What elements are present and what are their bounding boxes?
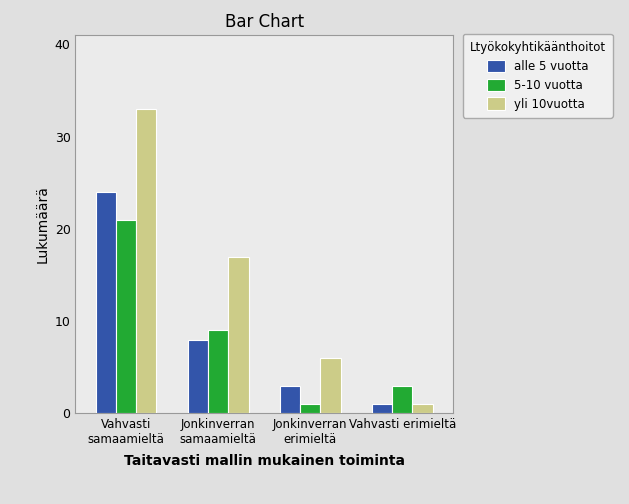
Bar: [392, 386, 413, 413]
Bar: [96, 192, 116, 413]
Y-axis label: Lukumäärä: Lukumäärä: [35, 185, 49, 263]
Bar: [413, 404, 433, 413]
Bar: [116, 220, 136, 413]
Title: Bar Chart: Bar Chart: [225, 13, 304, 31]
Bar: [280, 386, 300, 413]
Bar: [300, 404, 320, 413]
Bar: [228, 257, 248, 413]
Bar: [136, 109, 157, 413]
Bar: [188, 340, 208, 413]
X-axis label: Taitavasti mallin mukainen toiminta: Taitavasti mallin mukainen toiminta: [124, 455, 404, 469]
Bar: [320, 358, 340, 413]
Bar: [208, 330, 228, 413]
Legend: alle 5 vuotta, 5-10 vuotta, yli 10vuotta: alle 5 vuotta, 5-10 vuotta, yli 10vuotta: [462, 34, 613, 117]
Bar: [372, 404, 392, 413]
